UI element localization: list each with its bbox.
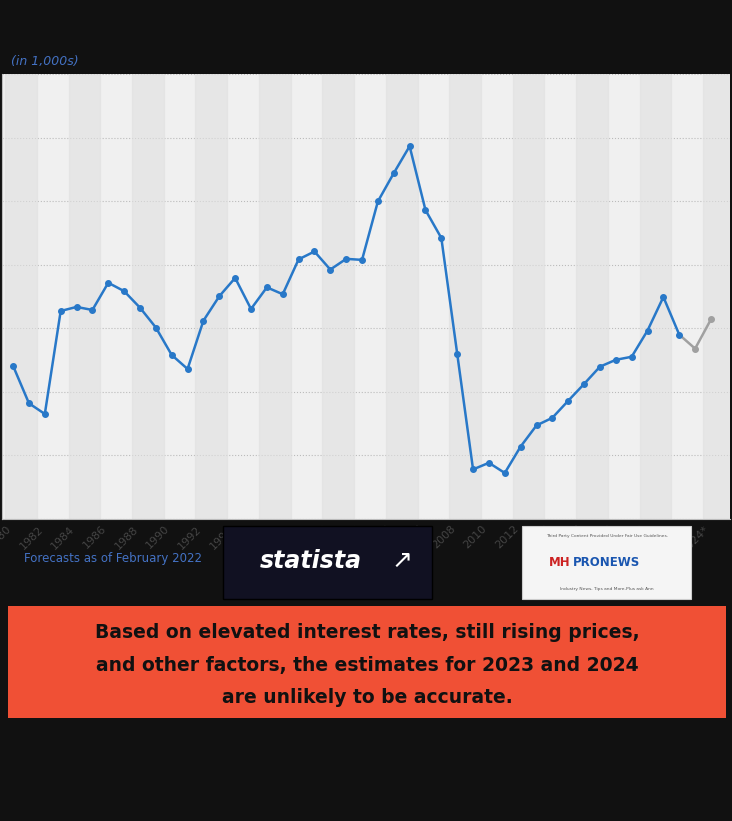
Text: MH: MH	[548, 556, 570, 569]
Point	[610, 353, 621, 366]
Point	[705, 313, 717, 326]
Point	[340, 252, 352, 265]
Point	[372, 195, 384, 208]
Bar	[386, 74, 417, 519]
Point	[39, 407, 51, 420]
Point	[150, 321, 162, 334]
Point	[277, 287, 288, 300]
Point	[55, 305, 67, 318]
Text: statista: statista	[259, 549, 362, 573]
Point	[309, 245, 321, 258]
Point	[547, 411, 559, 424]
Text: Volume of new single family home construction starts in the United States from 1: Volume of new single family home constru…	[11, 6, 702, 20]
Bar	[576, 74, 608, 519]
Point	[293, 253, 305, 266]
Bar	[132, 74, 164, 519]
Text: Based on elevated interest rates, still rising prices,: Based on elevated interest rates, still …	[94, 623, 639, 642]
FancyBboxPatch shape	[522, 526, 691, 599]
Text: 2022, with forecasts until 2024: 2022, with forecasts until 2024	[11, 29, 255, 43]
Point	[531, 419, 542, 432]
Point	[673, 328, 685, 342]
Point	[71, 300, 83, 314]
FancyBboxPatch shape	[223, 526, 432, 599]
Point	[23, 397, 35, 410]
Text: Third Party Content Provided Under Fair Use Guidelines.: Third Party Content Provided Under Fair …	[545, 534, 668, 538]
Point	[166, 348, 178, 361]
Point	[436, 232, 447, 245]
Bar	[259, 74, 291, 519]
Point	[102, 276, 114, 289]
Text: PRONEWS: PRONEWS	[573, 556, 640, 569]
Text: Industry News, Tips and More-Plus ask Ann: Industry News, Tips and More-Plus ask An…	[560, 587, 654, 591]
Text: ↗: ↗	[392, 549, 413, 573]
Point	[229, 272, 241, 285]
Point	[578, 378, 590, 391]
Point	[134, 301, 146, 314]
Point	[198, 314, 209, 328]
Point	[214, 290, 225, 303]
Bar	[69, 74, 100, 519]
Point	[86, 304, 98, 317]
Point	[324, 263, 336, 276]
Point	[515, 440, 526, 453]
Point	[356, 254, 368, 267]
Point	[182, 362, 193, 375]
Text: are unlikely to be accurate.: are unlikely to be accurate.	[222, 688, 512, 708]
Point	[594, 360, 606, 374]
Point	[657, 291, 669, 304]
Point	[626, 351, 638, 364]
Point	[499, 466, 511, 479]
Text: (in 1,000s): (in 1,000s)	[11, 54, 78, 67]
Bar	[640, 74, 671, 519]
Point	[7, 360, 19, 373]
Text: Forecasts as of February 2022: Forecasts as of February 2022	[24, 552, 202, 565]
Point	[452, 347, 463, 360]
Point	[261, 281, 273, 294]
Bar	[195, 74, 227, 519]
Point	[467, 463, 479, 476]
Text: and other factors, the estimates for 2023 and 2024: and other factors, the estimates for 202…	[96, 656, 638, 675]
Point	[404, 140, 416, 153]
Point	[562, 394, 574, 407]
Point	[642, 324, 654, 337]
Point	[119, 285, 130, 298]
Bar	[703, 74, 732, 519]
Point	[388, 167, 400, 180]
FancyBboxPatch shape	[0, 605, 732, 719]
Bar	[449, 74, 481, 519]
Point	[483, 456, 495, 470]
Point	[419, 204, 431, 217]
Point	[245, 302, 257, 315]
Bar	[512, 74, 545, 519]
Bar	[322, 74, 354, 519]
Point	[690, 342, 701, 355]
Bar	[5, 74, 37, 519]
